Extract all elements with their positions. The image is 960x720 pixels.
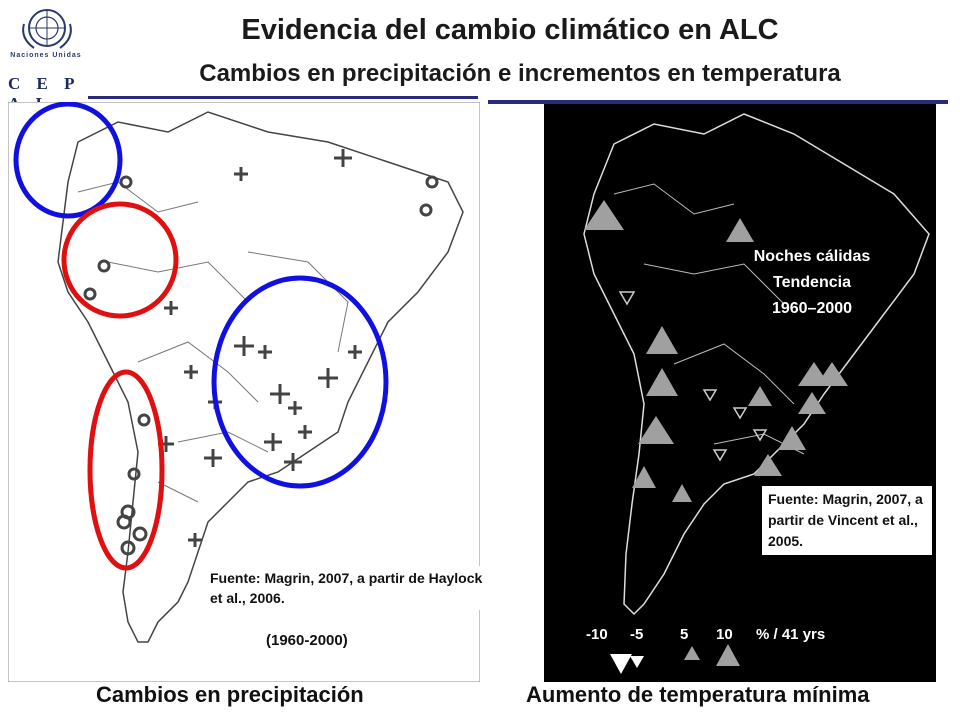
- highlight-ellipse-peru: [61, 201, 179, 319]
- increase-markers: [158, 149, 362, 547]
- decrease-markers: [83, 175, 439, 556]
- left-map-caption: Cambios en precipitación: [96, 682, 364, 707]
- scale-label-minus-5: -5: [630, 626, 644, 643]
- page-title: Evidencia del cambio climático en ALC: [241, 14, 779, 46]
- right-map-caption: Aumento de temperatura mínima: [526, 682, 870, 707]
- south-america-outline-dark: [583, 113, 930, 616]
- scale-label-10: 10: [716, 626, 733, 643]
- right-map-legend: Noches cálidas Tendencia 1960–2000: [712, 244, 912, 322]
- highlight-ellipse-brazil: [211, 275, 389, 489]
- legend-title-line-2: Tendencia: [773, 274, 851, 291]
- un-emblem-icon: [22, 9, 72, 49]
- legend-title-line-3: 1960–2000: [771, 300, 853, 317]
- highlight-ellipse-chile: [87, 369, 165, 571]
- header-rule: [88, 96, 478, 99]
- warm-night-up-markers: [584, 200, 848, 502]
- scale-label-minus-10: -10: [586, 626, 608, 643]
- highlight-ellipse-ecuador: [13, 102, 123, 219]
- left-map-period: (1960-2000): [266, 632, 348, 649]
- scale-label-5: 5: [680, 626, 689, 643]
- scale-unit: % / 41 yrs: [756, 626, 826, 643]
- right-map-source: Fuente: Magrin, 2007, a partir de Vincen…: [762, 486, 932, 555]
- legend-title-line-1: Noches cálidas: [753, 248, 871, 265]
- page-subtitle: Cambios en precipitación e incrementos e…: [199, 60, 841, 87]
- scale-symbols: [610, 644, 740, 674]
- left-map-source: Fuente: Magrin, 2007, a partir de Hayloc…: [206, 566, 490, 610]
- min-temperature-map: [544, 104, 936, 682]
- org-small-label: Naciones Unidas: [10, 52, 82, 59]
- warm-night-down-markers: [618, 291, 768, 462]
- header-rule-right: [488, 100, 948, 104]
